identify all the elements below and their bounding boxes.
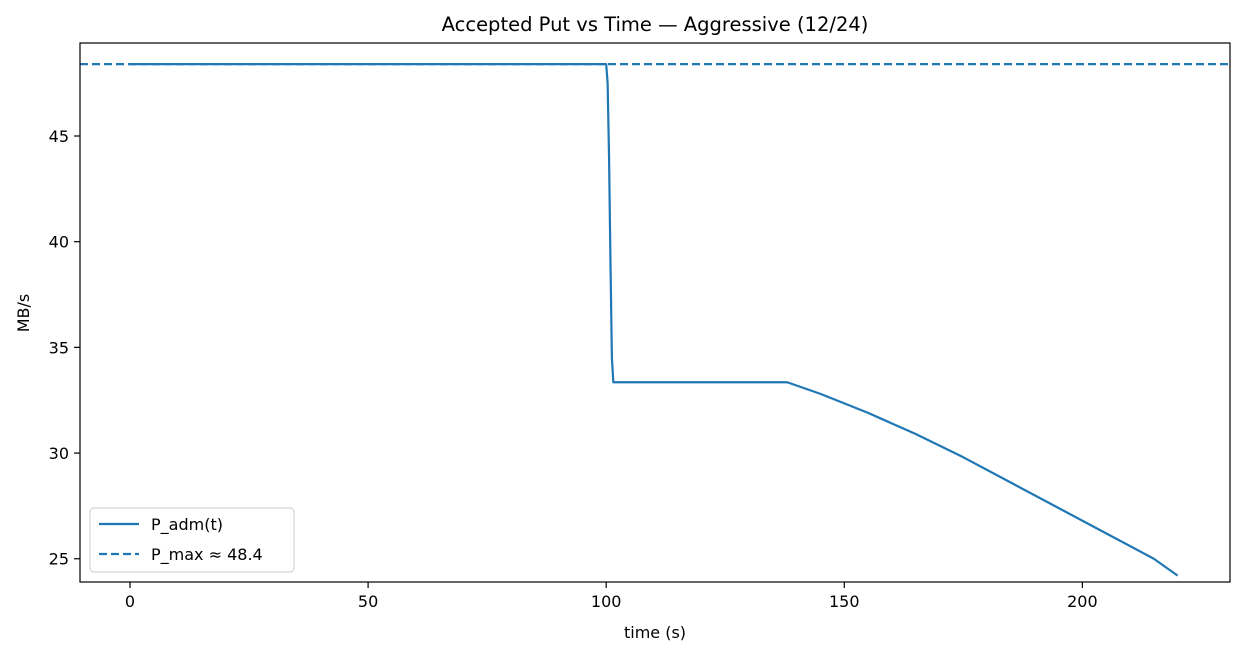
legend-box: [89, 507, 295, 573]
x-axis-label: time (s): [624, 623, 686, 642]
y-tick-label: 40: [49, 233, 69, 252]
y-tick-label: 30: [49, 444, 69, 463]
legend-label-pmax: P_max ≈ 48.4: [151, 545, 263, 565]
legend: P_adm(t) P_max ≈ 48.4: [89, 507, 295, 573]
axes-frame: [79, 42, 1231, 583]
y-tick-label: 25: [49, 550, 69, 569]
x-tick-label: 150: [829, 592, 860, 611]
series-line-padm: [130, 63, 1179, 577]
y-tick-label: 45: [49, 127, 69, 146]
x-tick-label: 0: [125, 592, 135, 611]
x-tick-label: 50: [358, 592, 378, 611]
y-axis-label: MB/s: [14, 294, 33, 333]
legend-label-padm: P_adm(t): [151, 515, 223, 535]
x-tick-label: 200: [1067, 592, 1098, 611]
y-tick-label: 35: [49, 338, 69, 357]
x-tick-label: 100: [591, 592, 622, 611]
chart-title: Accepted Put vs Time — Aggressive (12/24…: [442, 13, 869, 36]
